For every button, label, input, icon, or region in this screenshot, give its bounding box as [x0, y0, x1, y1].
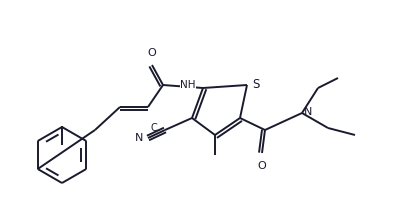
Text: NH: NH	[180, 79, 196, 90]
Text: O: O	[258, 161, 266, 171]
Text: S: S	[252, 78, 259, 90]
Text: N: N	[135, 133, 143, 143]
Text: O: O	[148, 48, 156, 58]
Text: N: N	[304, 107, 312, 117]
Text: C: C	[151, 123, 157, 133]
